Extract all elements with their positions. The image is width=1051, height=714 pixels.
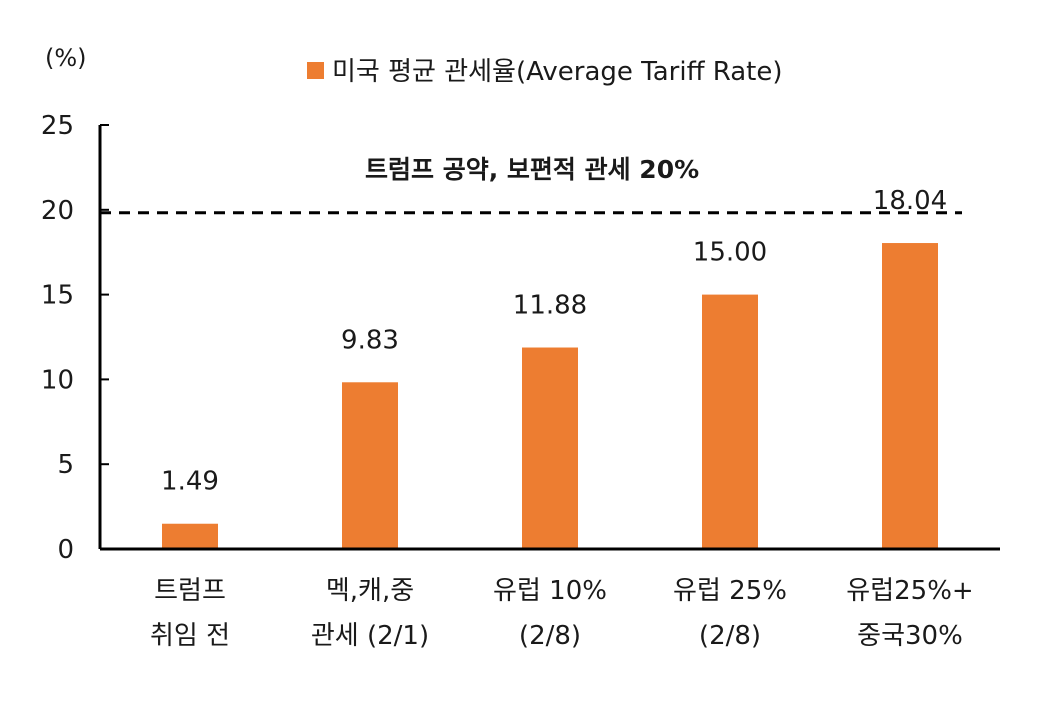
bar [882,243,938,549]
y-tick-label: 5 [57,450,74,480]
y-tick-label: 20 [41,196,74,226]
x-category-label: 유럽 10% (2/8) [493,576,607,651]
x-category-label: 멕,캐,중 관세 (2/1) [311,576,429,651]
bar-value-label: 9.83 [341,325,399,355]
x-category-label: 트럼프 취임 전 [150,576,230,651]
x-axis: 트럼프 취임 전 멕,캐,중 관세 (2/1) 유럽 10% (2/8) 유럽 25% (2/… [100,547,1000,651]
bar-value-label: 15.00 [693,238,767,268]
legend-label: 미국 평균 관세율(Average Tariff Rate) [332,57,783,87]
y-tick-label: 10 [41,365,74,395]
bar [522,347,578,549]
y-tick-label: 15 [41,281,74,311]
y-tick-label: 0 [57,535,74,565]
x-category-label: 유럽25%+ 중국30% [846,576,973,651]
bar [162,523,218,549]
legend: 미국 평균 관세율(Average Tariff Rate) [307,57,783,87]
bar [702,294,758,549]
bar-value-label: 18.04 [873,186,947,216]
bar-value-label: 1.49 [161,467,219,497]
y-axis: 0 5 10 15 20 25 [41,111,109,565]
bars: 1.49 9.83 11.88 15.00 18.04 [161,186,947,549]
y-unit-label: (%) [45,44,87,72]
bar-value-label: 11.88 [513,291,587,321]
bar [342,382,398,549]
reference-line-group: 트럼프 공약, 보편적 관세 20% [100,155,962,215]
y-tick-label: 25 [41,111,74,141]
reference-line-label: 트럼프 공약, 보편적 관세 20% [365,155,699,184]
x-category-label: 유럽 25% (2/8) [673,576,787,651]
legend-swatch [307,62,324,79]
